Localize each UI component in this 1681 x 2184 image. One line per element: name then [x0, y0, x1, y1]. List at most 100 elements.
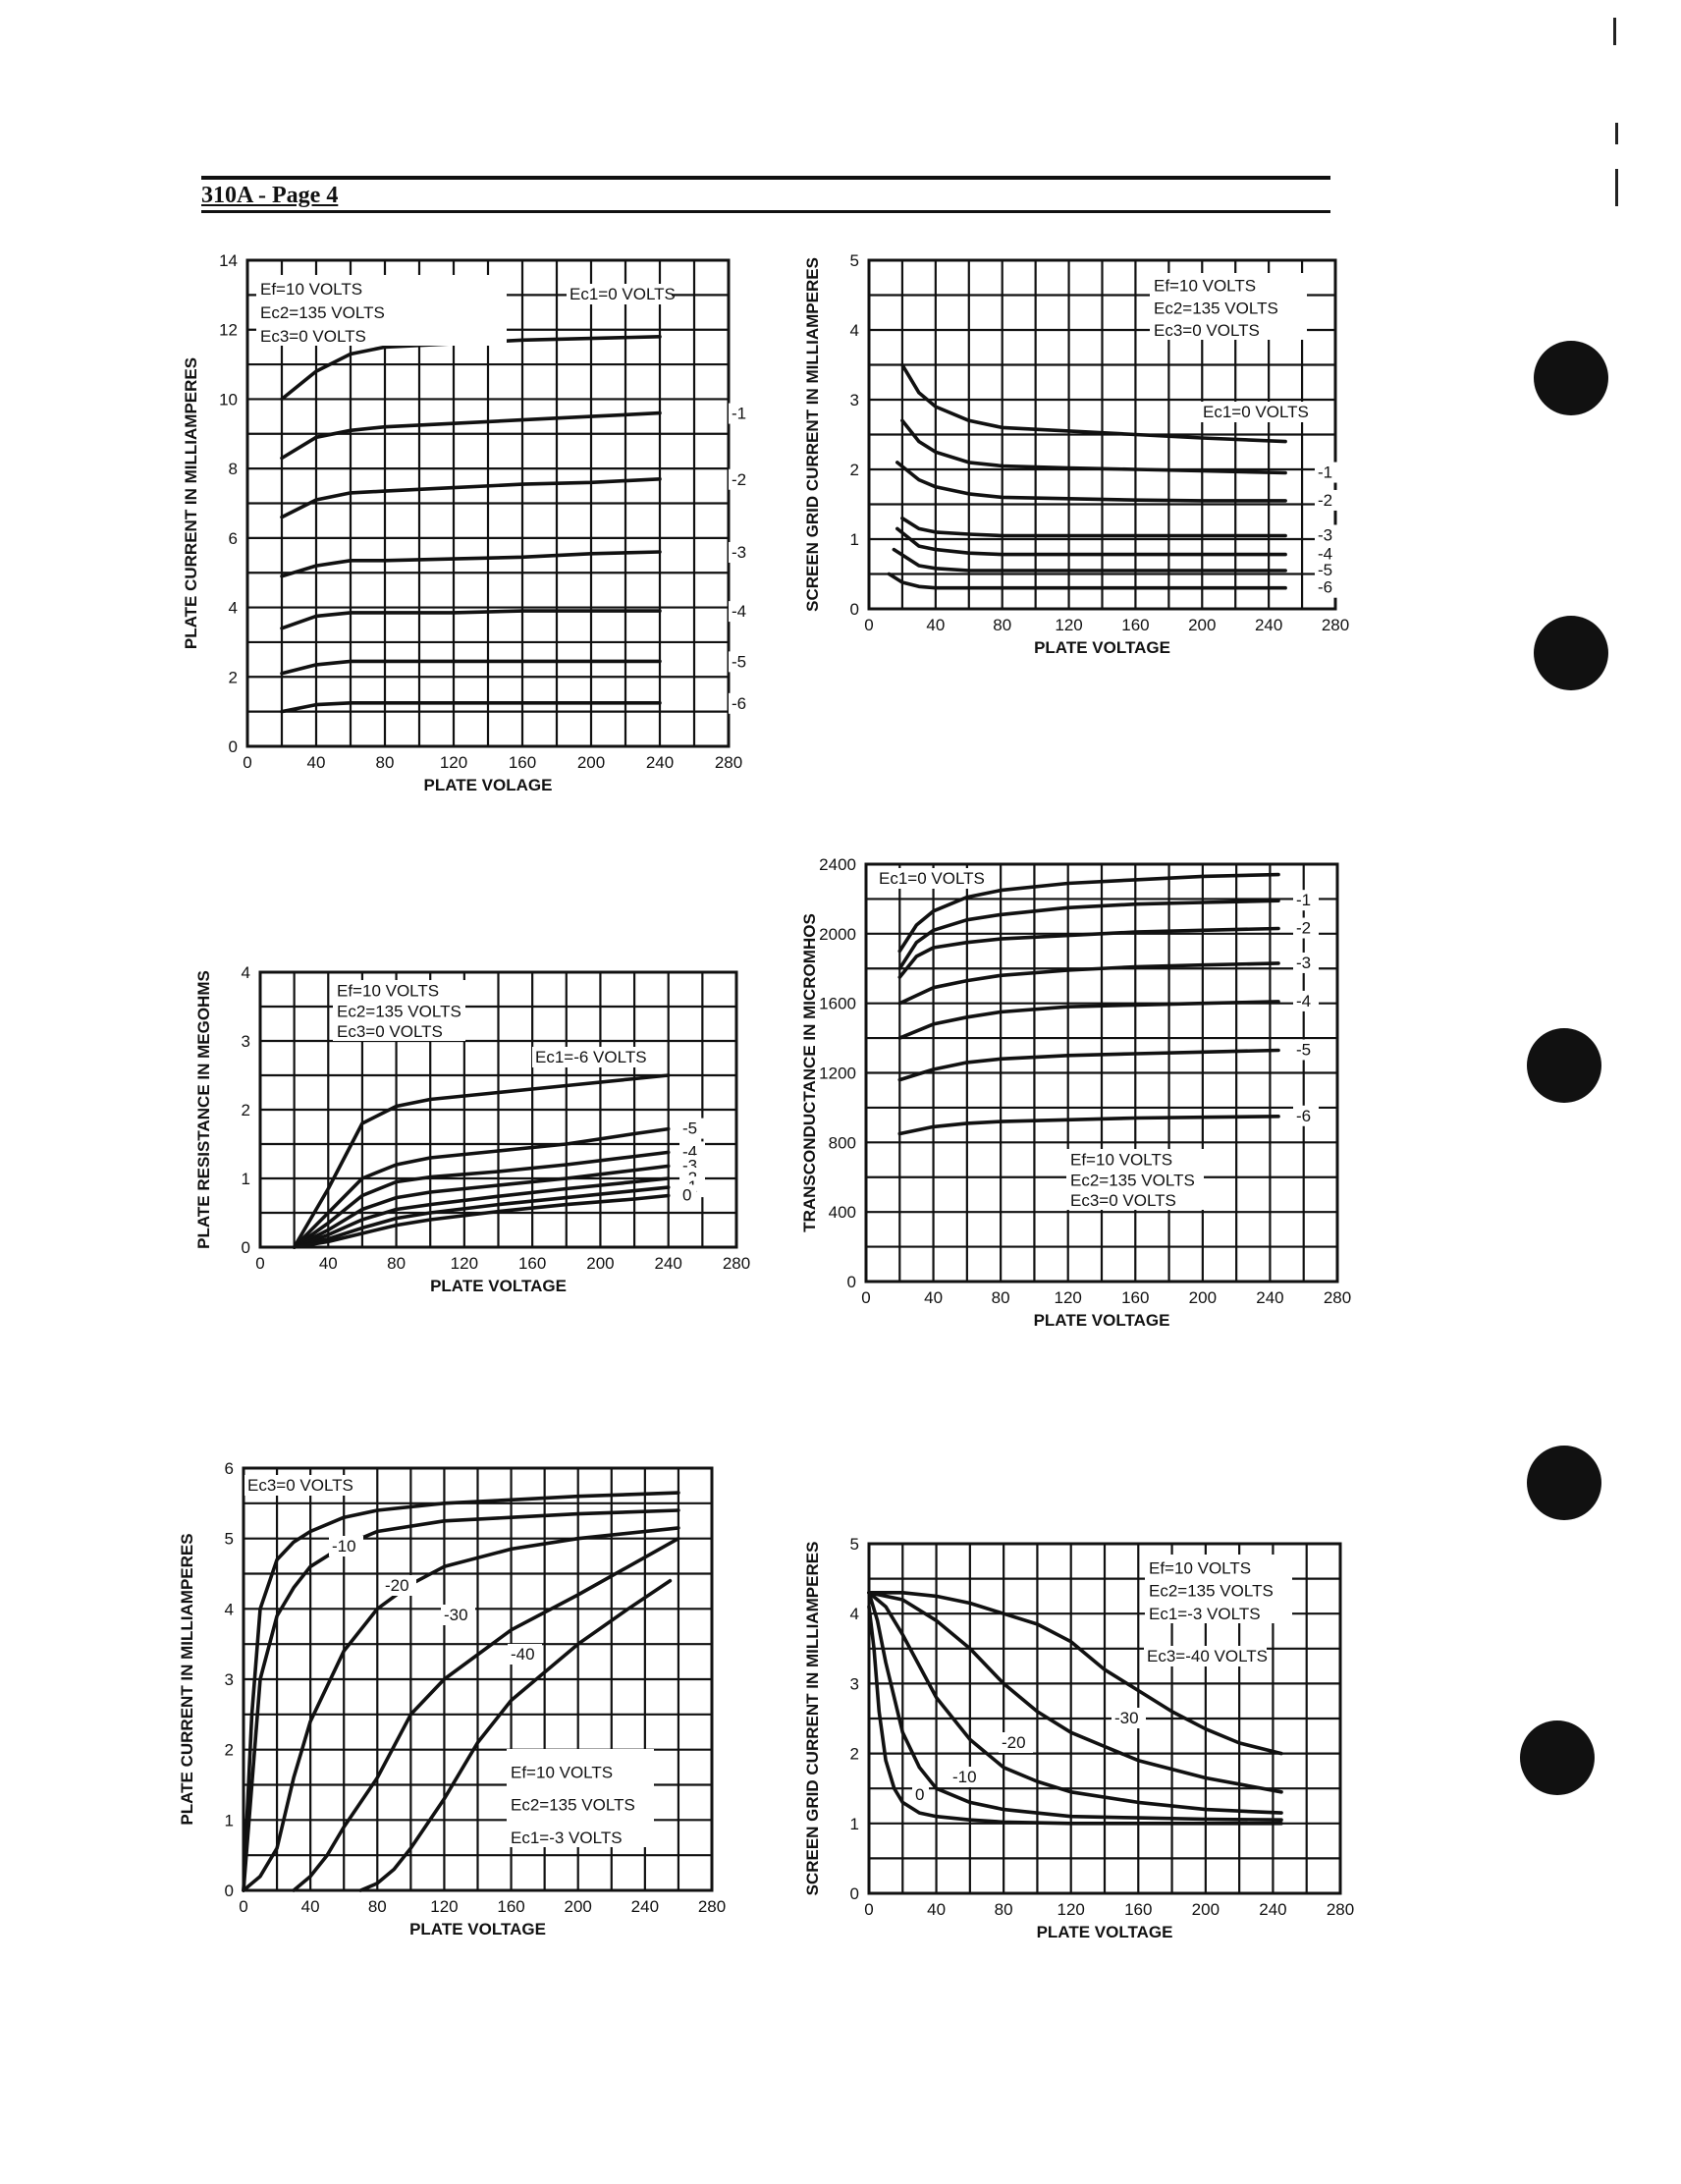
x-tick-label: 0	[861, 1288, 870, 1307]
condition-annotation: Ec2=135 VOLTS	[511, 1796, 635, 1815]
scan-mark	[1613, 18, 1616, 45]
y-tick-label: 4	[850, 1605, 859, 1623]
condition-annotation: Ec2=135 VOLTS	[1154, 299, 1278, 317]
annotation-box	[507, 1749, 654, 1847]
x-axis-title: PLATE VOLTAGE	[1037, 1923, 1173, 1941]
series-line	[897, 1048, 1280, 1082]
series-line	[292, 1536, 680, 1892]
y-tick-label: 800	[829, 1133, 856, 1152]
y-tick-label: 6	[225, 1459, 234, 1478]
series-label-bg	[532, 1047, 646, 1067]
y-tick-label: 2000	[819, 925, 856, 944]
series-line	[897, 1115, 1280, 1136]
series-label-bg	[729, 601, 754, 623]
annotation-box	[1145, 1555, 1292, 1623]
series-label: Ec1=0 VOLTS	[879, 869, 985, 888]
y-tick-label: 3	[242, 1032, 250, 1051]
series-line	[900, 516, 1287, 538]
x-tick-label: 80	[368, 1897, 387, 1916]
condition-annotation: Ef=10 VOLTS	[511, 1763, 613, 1781]
series-label-bg	[1200, 402, 1305, 422]
x-tick-label: 200	[565, 1897, 592, 1916]
x-tick-label: 240	[1255, 616, 1282, 634]
series-line	[867, 1591, 1283, 1756]
plot-frame	[245, 258, 731, 748]
series-line	[280, 609, 662, 630]
y-tick-label: 3	[850, 391, 859, 410]
series-line	[895, 461, 1287, 503]
x-tick-label: 80	[993, 616, 1011, 634]
series-line	[292, 1164, 671, 1249]
series-label: -5	[1296, 1040, 1311, 1059]
annotation-box	[333, 980, 465, 1041]
series-line	[292, 1073, 671, 1249]
y-axis-title: TRANSCONDUCTANCE IN MICROMHOS	[800, 913, 819, 1232]
y-tick-label: 1	[850, 1815, 859, 1833]
y-tick-label: 3	[850, 1674, 859, 1693]
series-label: -3	[732, 543, 746, 562]
binder-hole	[1534, 616, 1608, 690]
y-tick-label: 3	[225, 1670, 234, 1689]
x-axis-title: PLATE VOLAGE	[424, 776, 553, 794]
series-label: -6	[732, 694, 746, 713]
x-tick-label: 160	[497, 1897, 524, 1916]
series-label-bg	[1293, 1039, 1319, 1061]
x-tick-label: 280	[1327, 1900, 1354, 1919]
y-tick-label: 0	[229, 737, 238, 756]
condition-annotation: Ec2=135 VOLTS	[337, 1002, 461, 1020]
condition-annotation: Ec3=0 VOLTS	[1154, 321, 1260, 340]
y-tick-label: 5	[225, 1530, 234, 1549]
series-label-bg	[1293, 990, 1319, 1011]
series-line	[887, 572, 1287, 590]
x-tick-label: 80	[376, 753, 395, 772]
series-label-bg	[1293, 917, 1319, 939]
x-tick-label: 0	[243, 753, 251, 772]
x-axis-title: PLATE VOLTAGE	[1034, 638, 1170, 657]
series-label-bg	[729, 542, 754, 563]
y-tick-label: 2400	[819, 855, 856, 874]
y-tick-label: 12	[219, 321, 238, 340]
series-label: -10	[332, 1537, 356, 1556]
x-axis-title: PLATE VOLTAGE	[409, 1920, 546, 1938]
series-label: -2	[732, 470, 746, 489]
condition-annotation: Ec3=0 VOLTS	[1070, 1191, 1176, 1210]
series-label-bg	[876, 868, 981, 889]
y-tick-label: 400	[829, 1203, 856, 1222]
y-axis-title: PLATE RESISTANCE IN MEGOHMS	[194, 970, 213, 1249]
series-line	[900, 362, 1287, 444]
y-tick-label: 2	[225, 1741, 234, 1760]
series-label: 0	[682, 1186, 691, 1205]
y-tick-label: 10	[219, 390, 238, 409]
y-tick-label: 4	[242, 963, 250, 982]
series-label-bg	[912, 1784, 929, 1805]
series-label-bg	[1293, 952, 1319, 973]
x-tick-label: 80	[995, 1900, 1013, 1919]
y-tick-label: 0	[225, 1882, 234, 1900]
series-label-bg	[567, 284, 672, 304]
y-tick-label: 2	[242, 1101, 250, 1119]
x-tick-label: 0	[864, 616, 873, 634]
x-tick-label: 280	[1324, 1288, 1351, 1307]
x-tick-label: 120	[1055, 616, 1082, 634]
x-tick-label: 40	[927, 1900, 946, 1919]
y-tick-label: 4	[225, 1600, 234, 1618]
x-tick-label: 0	[864, 1900, 873, 1919]
series-label-bg	[1315, 489, 1340, 511]
series-label: Ec3=-40 VOLTS	[1147, 1647, 1268, 1665]
condition-annotation: Ec2=135 VOLTS	[1149, 1582, 1274, 1601]
series-label-bg	[1293, 1105, 1319, 1126]
binder-hole	[1527, 1028, 1601, 1103]
series-label-bg	[729, 692, 754, 714]
series-label-bg	[1293, 890, 1319, 911]
series-line	[867, 1591, 1283, 1794]
series-label-bg	[729, 403, 754, 424]
series-label-bg	[1315, 462, 1340, 483]
x-tick-label: 160	[518, 1254, 546, 1273]
series-label: -4	[732, 602, 746, 621]
scan-mark	[1615, 169, 1618, 206]
y-tick-label: 4	[850, 321, 859, 340]
condition-annotation: Ef=10 VOLTS	[1154, 277, 1256, 296]
series-line	[897, 899, 1280, 971]
series-line	[897, 1000, 1280, 1040]
x-tick-label: 40	[924, 1288, 943, 1307]
